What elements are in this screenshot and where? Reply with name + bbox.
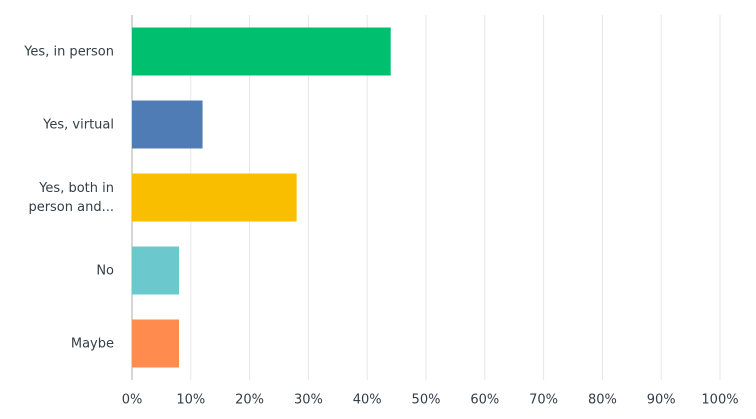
bar (132, 246, 180, 295)
y-category-label: Yes, virtual (43, 117, 114, 132)
y-category-label: Maybe (70, 336, 114, 351)
x-tick-label: 70% (529, 393, 558, 408)
x-tick-label: 10% (176, 393, 205, 408)
bar (132, 173, 297, 222)
y-category-label: Yes, both in person and... (28, 180, 114, 215)
y-category-label: Yes, in person (24, 44, 114, 59)
x-tick-label: 30% (294, 393, 323, 408)
x-tick-label: 50% (412, 393, 441, 408)
bar (132, 319, 180, 368)
x-tick-label: 60% (470, 393, 499, 408)
x-tick-label: 100% (701, 393, 738, 408)
bar (132, 100, 203, 149)
x-tick-label: 20% (235, 393, 264, 408)
y-category-label: No (96, 263, 114, 278)
bar (132, 27, 391, 76)
x-tick-label: 80% (588, 393, 617, 408)
x-tick-label: 90% (647, 393, 676, 408)
x-tick-label: 40% (353, 393, 382, 408)
x-tick-label: 0% (122, 393, 143, 408)
